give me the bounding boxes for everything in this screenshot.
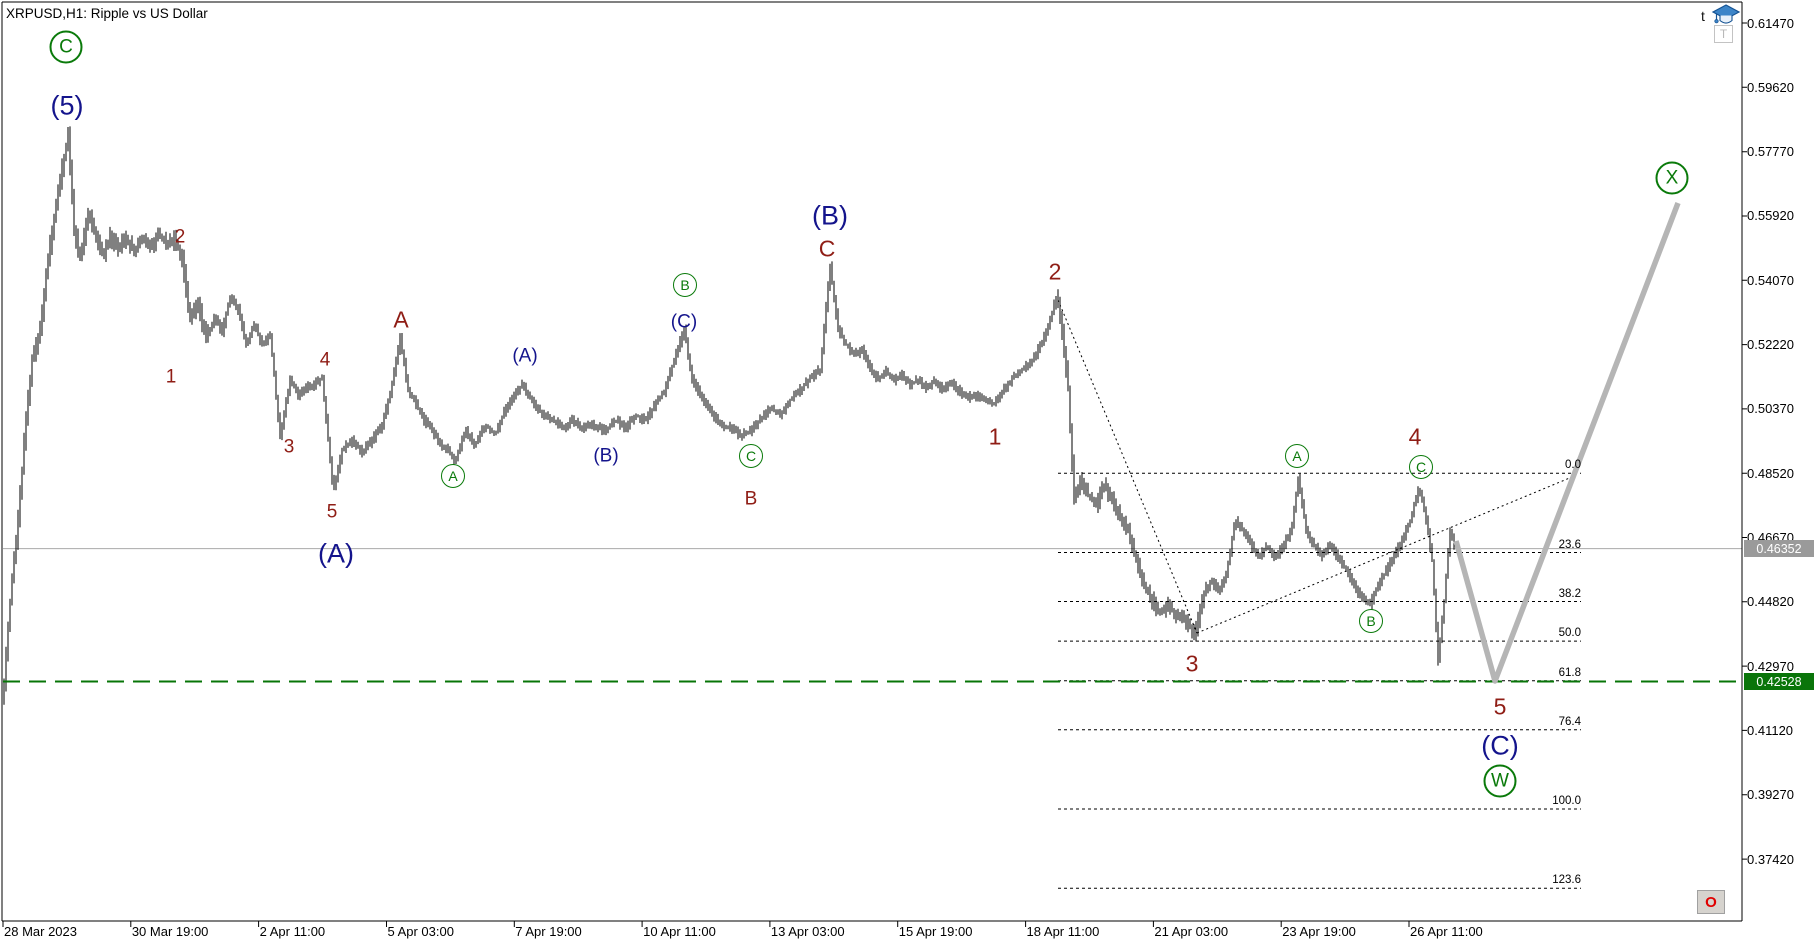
fib-level-label: 23.6 <box>1558 538 1581 551</box>
template-t-button[interactable]: T <box>1714 25 1733 43</box>
price-axis-label: 0.57770 <box>1747 144 1794 160</box>
wave-label-b: B <box>744 488 758 510</box>
time-axis-label: 13 Apr 03:00 <box>770 924 845 939</box>
price-axis-label: 0.55920 <box>1747 208 1794 224</box>
wave-label-5: 5 <box>1493 693 1507 720</box>
wave-label-a: (A) <box>318 538 354 569</box>
price-axis[interactable] <box>1743 2 1817 921</box>
wave-label-a: A <box>393 306 409 333</box>
wave-label-b: B <box>1359 609 1383 633</box>
graduation-cap-icon[interactable] <box>1711 3 1741 32</box>
wave-label-1: 1 <box>988 423 1002 450</box>
time-axis-label: 30 Mar 19:00 <box>131 924 209 939</box>
time-axis-label: 5 Apr 03:00 <box>387 924 454 939</box>
wave-label-3: 3 <box>283 436 295 458</box>
wave-label-4: 4 <box>319 349 331 371</box>
time-axis-label: 18 Apr 11:00 <box>1026 924 1100 939</box>
time-axis-ticks <box>2 921 1410 927</box>
price-axis-label: 0.61470 <box>1747 15 1794 31</box>
wave-label-4: 4 <box>1408 423 1422 450</box>
time-axis-label: 28 Mar 2023 <box>4 924 77 939</box>
current-price-tag: 0.46352 <box>1744 540 1814 558</box>
target-price-tag: 0.42528 <box>1744 673 1814 690</box>
one-click-trading-button[interactable]: O <box>1697 890 1725 914</box>
fib-level-label: 50.0 <box>1558 627 1581 640</box>
wave-label-a: A <box>441 464 465 488</box>
time-axis-label: 21 Apr 03:00 <box>1154 924 1229 939</box>
time-axis-label: 26 Apr 11:00 <box>1410 924 1483 939</box>
wave-label-2: 2 <box>1048 258 1062 285</box>
wave-label-x: X <box>1655 161 1689 195</box>
price-axis-label: 0.59620 <box>1747 79 1794 95</box>
price-axis-label: 0.44820 <box>1747 594 1794 610</box>
o-letter: O <box>1705 893 1717 911</box>
price-axis-label: 0.52220 <box>1747 337 1794 353</box>
wave-label-c: C <box>739 444 763 468</box>
wave-label-c: C <box>818 235 836 262</box>
time-axis-label: 10 Apr 11:00 <box>643 924 716 939</box>
wave-label-c: (C) <box>1481 730 1519 761</box>
price-bars <box>3 126 1455 705</box>
trendline-dotted[interactable] <box>1196 476 1573 634</box>
price-axis-label: 0.42970 <box>1747 658 1794 674</box>
t-label: t <box>1701 8 1705 24</box>
price-axis-label: 0.48520 <box>1747 465 1794 481</box>
wave-label-2: 2 <box>174 226 186 248</box>
price-axis-label: 0.39270 <box>1747 787 1794 803</box>
time-axis-label: 23 Apr 19:00 <box>1282 924 1356 939</box>
wave-label-1: 1 <box>165 366 177 388</box>
wave-label-c: (C) <box>670 311 698 333</box>
wave-label-5: 5 <box>326 501 338 523</box>
chart-border <box>1 1 1743 922</box>
price-axis-label: 0.37420 <box>1747 851 1794 867</box>
fib-level-label: 76.4 <box>1558 715 1581 728</box>
wave-projection-line[interactable] <box>1453 202 1681 684</box>
time-axis-label: 7 Apr 19:00 <box>515 924 582 939</box>
wave-label-a: A <box>1285 444 1309 468</box>
time-axis-label: 2 Apr 11:00 <box>259 924 326 939</box>
wave-label-w: W <box>1483 764 1517 798</box>
wave-label-b: B <box>673 273 697 297</box>
wave-label-c: C <box>1409 455 1433 479</box>
wave-label-c: C <box>49 30 83 64</box>
fib-level-label: 0.0 <box>1565 459 1581 472</box>
wave-label-b: (B) <box>593 445 619 467</box>
wave-label-3: 3 <box>1185 650 1199 677</box>
price-axis-label: 0.54070 <box>1747 272 1794 288</box>
fib-level-label: 100.0 <box>1552 795 1581 807</box>
price-axis-label: 0.50370 <box>1747 401 1794 417</box>
price-axis-ticks <box>1742 22 1747 860</box>
wave-label-b: (B) <box>812 200 848 231</box>
fib-level-label: 38.2 <box>1558 587 1581 600</box>
fib-level-label: 61.8 <box>1558 666 1581 679</box>
trendline-dotted[interactable] <box>1057 299 1198 634</box>
time-axis-label: 15 Apr 19:00 <box>898 924 973 939</box>
fib-level-label: 123.6 <box>1552 874 1581 887</box>
price-axis-label: 0.41120 <box>1747 722 1794 738</box>
chart-title: XRPUSD,H1: Ripple vs US Dollar <box>6 6 208 21</box>
wave-label-a: (A) <box>512 345 538 367</box>
wave-label-5: (5) <box>50 90 84 121</box>
